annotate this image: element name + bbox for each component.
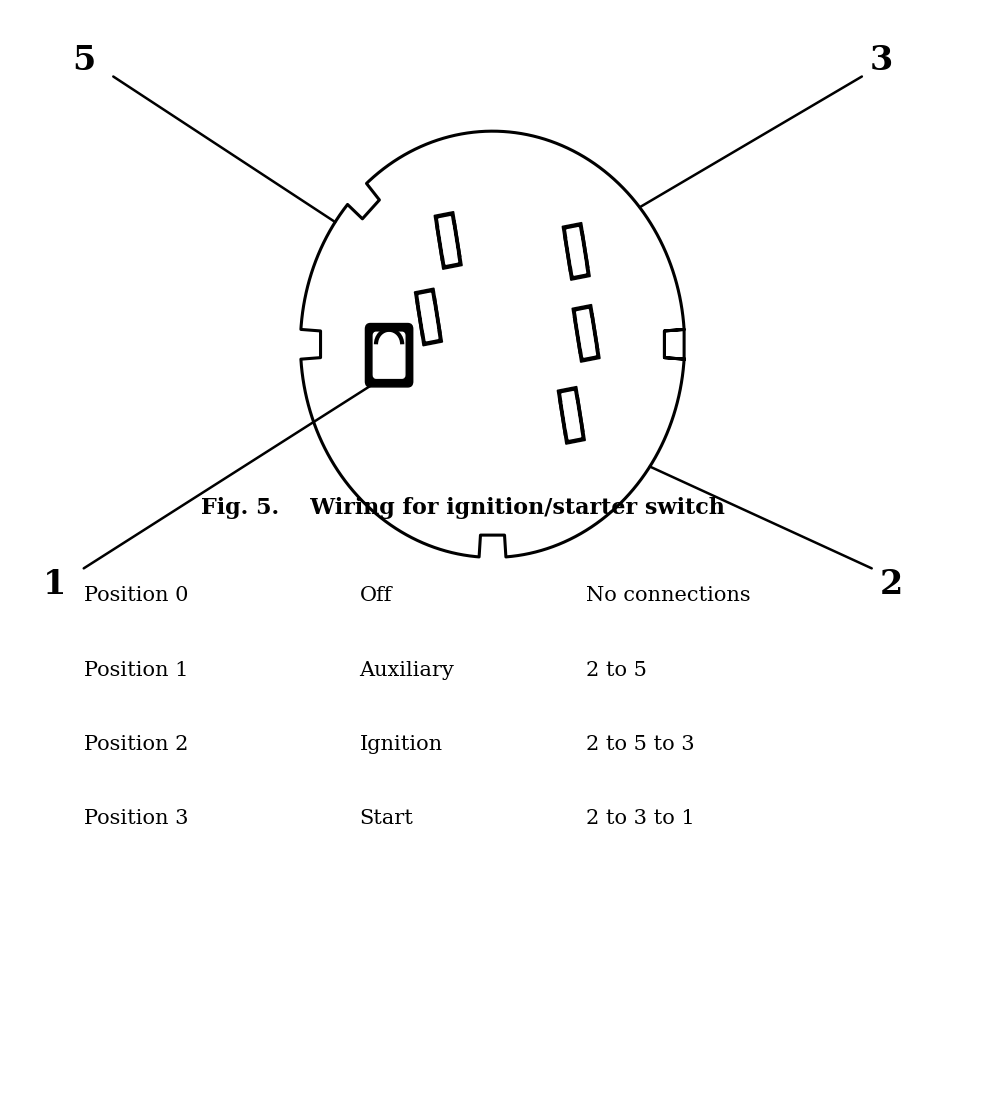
Polygon shape [562,223,589,271]
Polygon shape [421,302,438,341]
Text: Fig. 5.    Wiring for ignition/starter switch: Fig. 5. Wiring for ignition/starter swit… [201,497,725,519]
Polygon shape [438,216,456,256]
Polygon shape [563,232,590,280]
Polygon shape [421,302,438,341]
Text: Position 0: Position 0 [84,586,188,606]
Polygon shape [573,314,600,362]
Polygon shape [576,309,594,349]
FancyBboxPatch shape [365,324,413,387]
Polygon shape [434,212,461,260]
Polygon shape [563,232,590,280]
Polygon shape [435,221,462,269]
Polygon shape [562,223,589,271]
Text: 5: 5 [72,44,96,77]
Polygon shape [440,225,458,265]
FancyBboxPatch shape [373,332,405,378]
Polygon shape [419,293,436,332]
Polygon shape [578,318,596,357]
Polygon shape [416,297,442,345]
Polygon shape [558,396,585,444]
Polygon shape [438,216,456,256]
Polygon shape [558,396,585,444]
Text: No connections: No connections [586,586,751,606]
Text: 3: 3 [870,44,893,77]
Polygon shape [576,309,594,349]
Polygon shape [572,305,599,353]
Polygon shape [563,400,581,439]
Polygon shape [416,297,442,345]
Polygon shape [568,236,586,275]
Polygon shape [572,305,599,353]
Text: Position 1: Position 1 [84,660,188,680]
Polygon shape [415,289,441,337]
Polygon shape [563,400,581,439]
Polygon shape [578,318,596,357]
Polygon shape [573,314,600,362]
Polygon shape [415,289,441,337]
Text: 2 to 3 to 1: 2 to 3 to 1 [586,809,694,828]
Polygon shape [440,225,458,265]
Text: Position 3: Position 3 [84,809,188,828]
Text: 2 to 5 to 3: 2 to 5 to 3 [586,734,694,754]
Polygon shape [419,293,436,332]
Polygon shape [572,305,599,353]
Polygon shape [558,396,585,444]
Polygon shape [558,387,584,435]
Polygon shape [415,289,441,337]
Polygon shape [558,387,584,435]
Polygon shape [573,314,600,362]
Text: Ignition: Ignition [360,734,442,754]
Text: Start: Start [360,809,414,828]
Polygon shape [568,236,586,275]
Text: 2: 2 [880,568,903,601]
Text: Auxiliary: Auxiliary [360,660,454,680]
Polygon shape [300,131,685,557]
Polygon shape [563,232,590,280]
Text: 1: 1 [42,568,66,601]
Polygon shape [561,391,579,431]
Text: 2 to 5: 2 to 5 [586,660,647,680]
Polygon shape [558,387,584,435]
Polygon shape [435,221,462,269]
Polygon shape [561,391,579,431]
Polygon shape [434,212,461,260]
Polygon shape [416,297,442,345]
Polygon shape [562,223,589,271]
Text: Off: Off [360,586,392,606]
Polygon shape [566,227,584,267]
Text: Position 2: Position 2 [84,734,188,754]
Polygon shape [435,221,462,269]
Polygon shape [566,227,584,267]
Polygon shape [434,212,461,260]
